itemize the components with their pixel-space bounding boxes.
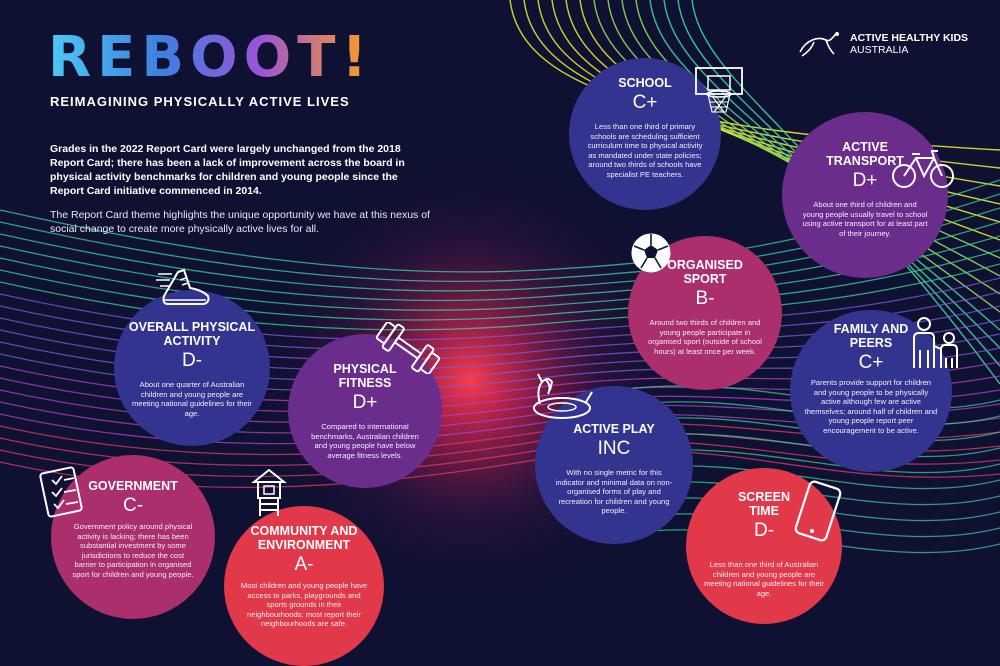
checklist-icon: [39, 466, 83, 518]
indicator-grade: C+: [858, 352, 884, 373]
indicator-title: SCREEN TIME: [737, 490, 791, 518]
indicator-community-environment: COMMUNITY AND ENVIRONMENT A- Most childr…: [224, 506, 384, 666]
indicator-grade: D-: [181, 350, 203, 371]
indicator-grade: C-: [122, 495, 144, 516]
indicator-active-play: ACTIVE PLAY INC With no single metric fo…: [535, 386, 693, 544]
indicator-description: Parents provide support for children and…: [804, 378, 938, 435]
basketball-hoop-icon: [695, 67, 743, 113]
indicator-description: Around two thirds of children and young …: [648, 318, 762, 356]
brand-line2: AUSTRALIA: [850, 44, 909, 56]
ahka-brand: ACTIVE HEALTHY KIDS AUSTRALIA: [796, 30, 968, 58]
indicator-title: SCHOOL: [618, 76, 672, 90]
family-icon: [913, 317, 958, 368]
indicator-title: ORGANISED SPORT: [667, 258, 743, 286]
brand-line1: ACTIVE HEALTHY KIDS: [850, 32, 969, 44]
indicator-organised-sport: ORGANISED SPORT B- Around two thirds of …: [628, 236, 782, 390]
indicator-active-transport: ACTIVE TRANSPORT D+ About one third of c…: [782, 112, 948, 278]
indicator-grade: D+: [352, 392, 378, 413]
indicator-government: GOVERNMENT C- Government policy around p…: [51, 455, 215, 619]
reboot-logo-title: REBOOT!: [48, 25, 374, 90]
indicator-grade: D+: [852, 170, 878, 191]
soccer-ball-icon: [631, 233, 671, 273]
indicator-title: COMMUNITY AND ENVIRONMENT: [250, 524, 358, 552]
intro-paragraph-bold: Grades in the 2022 Report Card were larg…: [50, 143, 405, 197]
indicator-grade: D-: [753, 520, 775, 541]
indicator-description: About one quarter of Australian children…: [132, 380, 252, 418]
indicator-title: GOVERNMENT: [88, 479, 178, 493]
indicator-description: Most children and young people have acce…: [240, 581, 368, 628]
tablet-icon: [794, 480, 842, 542]
intro-paragraph: The Report Card theme highlights the uni…: [50, 209, 430, 235]
indicator-description: Government policy around physical activi…: [72, 522, 194, 579]
playground-icon: [251, 468, 287, 516]
indicator-title: ACTIVE PLAY: [573, 422, 655, 436]
indicator-grade: A-: [294, 554, 314, 575]
indicator-family-peers: FAMILY AND PEERS C+ Parents provide supp…: [790, 310, 952, 472]
indicator-title: OVERALL PHYSICAL ACTIVITY: [128, 320, 256, 348]
indicator-title: PHYSICAL FITNESS: [333, 362, 397, 390]
running-shoe-icon: [156, 268, 210, 305]
unicorn-float-icon: [533, 373, 593, 419]
indicator-title: FAMILY AND PEERS: [833, 322, 909, 350]
flow-line: [677, 0, 1000, 367]
dumbbell-icon: [375, 322, 441, 374]
flow-line: [663, 0, 1000, 349]
indicator-description: Less than one third of Australian childr…: [704, 560, 824, 598]
indicator-description: Compared to international benchmarks, Au…: [311, 422, 419, 460]
bicycle-icon: [892, 150, 954, 188]
indicator-title: ACTIVE TRANSPORT: [826, 140, 904, 168]
indicator-grade: C+: [632, 92, 658, 113]
indicator-overall-physical-activity: OVERALL PHYSICAL ACTIVITY D- About one q…: [114, 290, 270, 446]
indicator-description: About one third of children and young pe…: [802, 200, 928, 238]
subtitle: REIMAGINING PHYSICALLY ACTIVE LIVES: [50, 94, 350, 109]
flow-line: [691, 0, 1000, 385]
indicator-description: Less than one third of primary schools a…: [587, 122, 703, 179]
indicator-description: With no single metric for this indicator…: [555, 468, 673, 515]
kangaroo-logo-icon: [799, 32, 839, 57]
indicator-grade: B-: [695, 288, 715, 309]
indicator-screen-time: SCREEN TIME D- Less than one third of Au…: [686, 468, 842, 624]
indicator-grade: INC: [597, 438, 631, 459]
